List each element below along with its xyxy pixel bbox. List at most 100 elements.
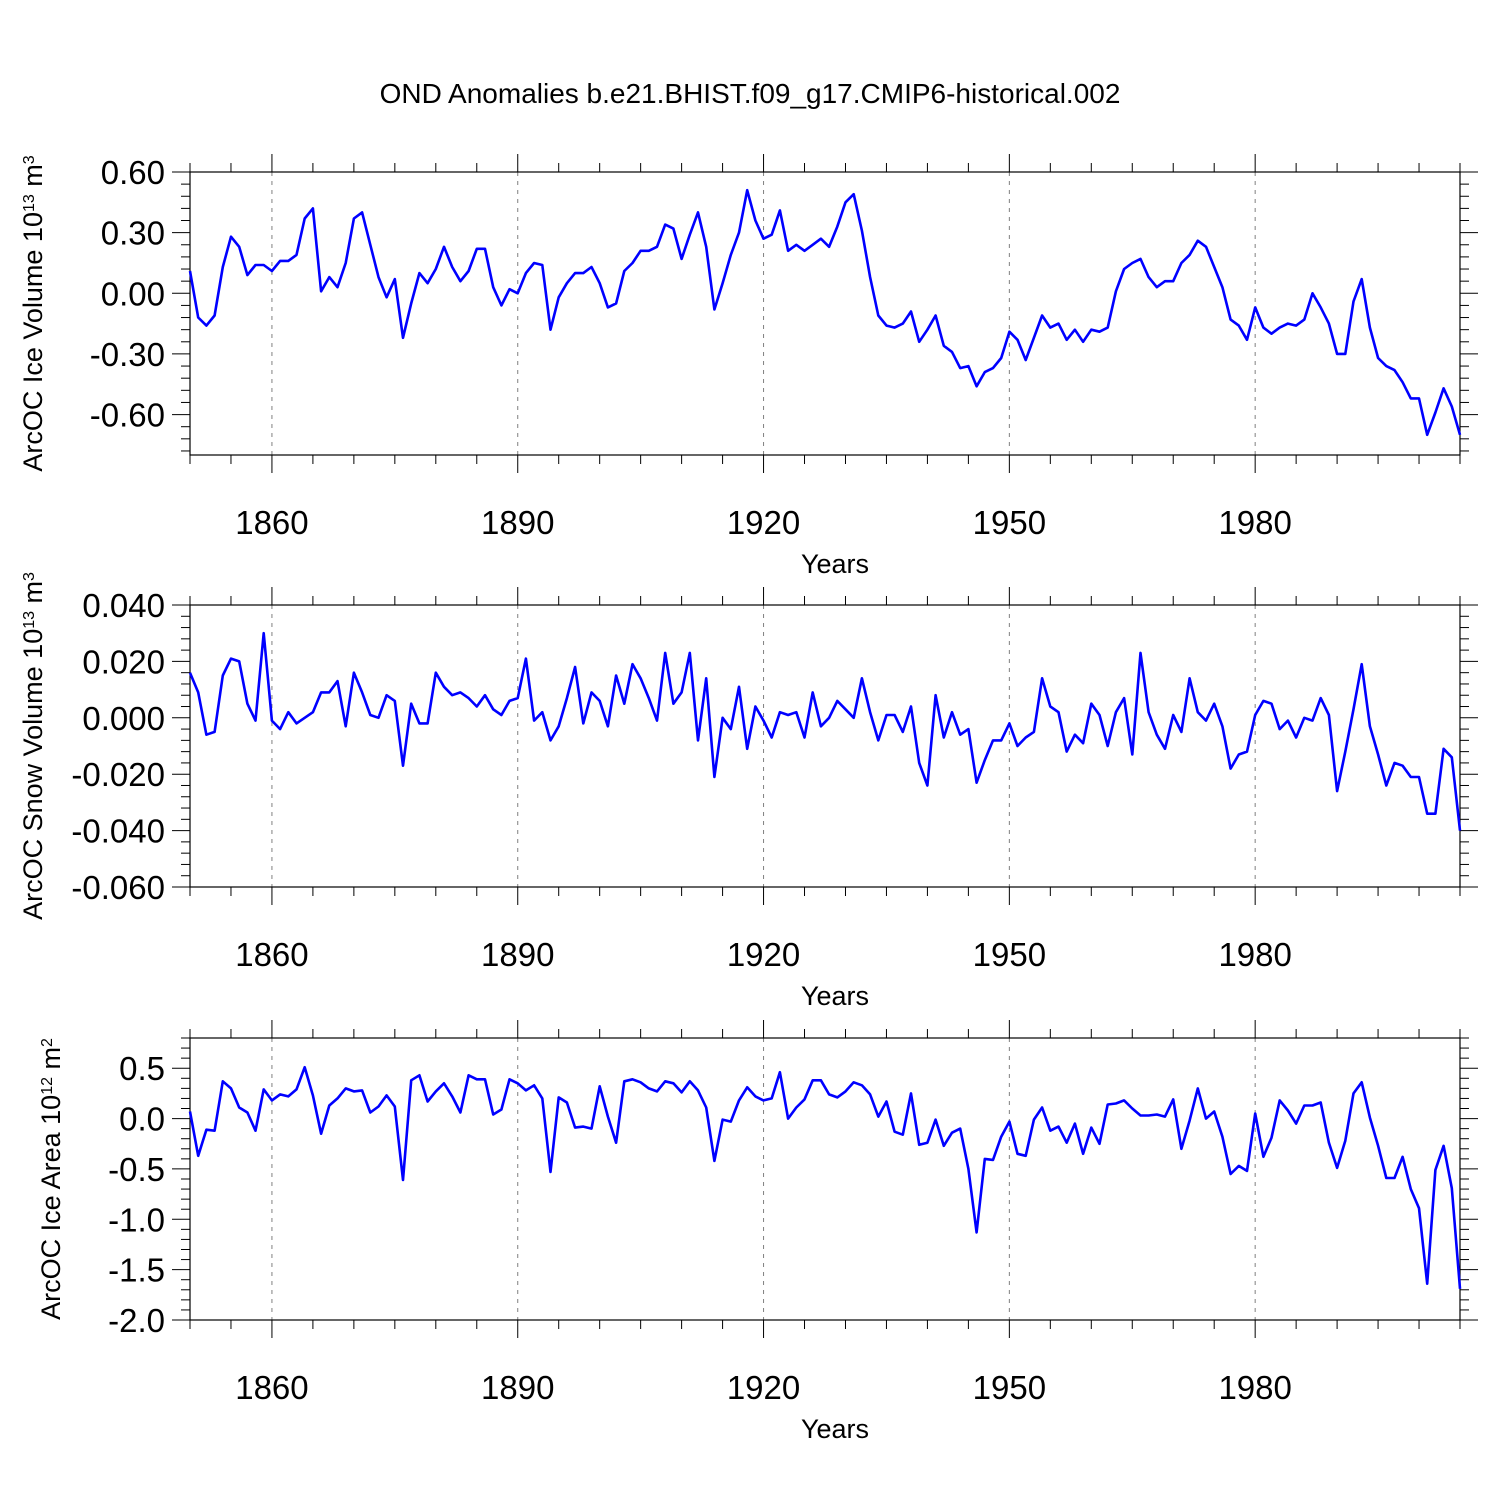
data-point — [1082, 742, 1084, 744]
x-axis-title: Years — [801, 1414, 869, 1444]
x-axis-title: Years — [801, 549, 869, 579]
data-point — [459, 691, 461, 693]
y-axis-title: ArcOC Ice Area 1012 m2 — [36, 1038, 66, 1320]
data-point — [623, 270, 625, 272]
data-point — [779, 209, 781, 211]
data-point — [271, 719, 273, 721]
data-point — [631, 663, 633, 665]
data-point — [1074, 328, 1076, 330]
y-tick-label: 0.60 — [101, 154, 165, 191]
data-point — [263, 264, 265, 266]
data-point — [607, 306, 609, 308]
data-point — [1393, 369, 1395, 371]
data-point — [435, 671, 437, 673]
data-point — [1213, 703, 1215, 705]
data-point — [1410, 776, 1412, 778]
data-point — [1066, 339, 1068, 341]
data-point — [549, 739, 551, 741]
data-point — [779, 1071, 781, 1073]
data-point — [910, 310, 912, 312]
data-point — [787, 1117, 789, 1119]
chart-panel-2: 0.040 0.020 0.000 -0.020 -0.040 -0.060 1860 189… — [18, 572, 1478, 1011]
data-point — [1123, 1099, 1125, 1101]
data-point — [1049, 326, 1051, 328]
data-point — [263, 632, 265, 634]
data-point — [459, 280, 461, 282]
data-point — [713, 308, 715, 310]
data-point — [246, 703, 248, 705]
data-point — [598, 700, 600, 702]
data-point — [877, 739, 879, 741]
data-point — [238, 1106, 240, 1108]
data-point — [1000, 357, 1002, 359]
data-point — [1033, 1118, 1035, 1120]
data-point — [992, 739, 994, 741]
data-point — [287, 711, 289, 713]
data-point — [1106, 745, 1108, 747]
data-point — [582, 272, 584, 274]
data-point — [1123, 268, 1125, 270]
data-point — [1360, 278, 1362, 280]
data-point — [287, 1095, 289, 1097]
data-point — [443, 686, 445, 688]
data-point — [312, 207, 314, 209]
data-point — [1131, 262, 1133, 264]
data-point — [1180, 731, 1182, 733]
data-point — [1434, 812, 1436, 814]
data-point — [869, 1093, 871, 1095]
data-point — [320, 290, 322, 292]
data-point — [1287, 322, 1289, 324]
y-axis-title: ArcOC Ice Volume 1013 m3 — [18, 155, 48, 471]
data-point — [844, 201, 846, 203]
data-point — [926, 328, 928, 330]
data-point — [836, 700, 838, 702]
x-tick-label: 1890 — [481, 936, 554, 973]
data-point — [664, 223, 666, 225]
data-point — [885, 324, 887, 326]
data-point — [861, 677, 863, 679]
data-point — [779, 711, 781, 713]
data-point — [852, 193, 854, 195]
data-point — [803, 1098, 805, 1100]
data-point — [1172, 1098, 1174, 1100]
data-point — [1426, 1283, 1428, 1285]
data-point — [1303, 318, 1305, 320]
data-point — [1238, 324, 1240, 326]
data-point — [517, 1082, 519, 1084]
data-point — [222, 674, 224, 676]
data-point — [1066, 750, 1068, 752]
data-point — [320, 691, 322, 693]
data-point — [1311, 719, 1313, 721]
y-tick-label: -2.0 — [108, 1302, 165, 1339]
data-point — [304, 717, 306, 719]
data-point — [852, 717, 854, 719]
data-point — [836, 225, 838, 227]
data-point — [1352, 708, 1354, 710]
data-point — [1279, 1099, 1281, 1101]
data-point — [1360, 1081, 1362, 1083]
data-point — [312, 711, 314, 713]
data-point — [1213, 1110, 1215, 1112]
data-point — [1156, 286, 1158, 288]
data-point — [1156, 734, 1158, 736]
data-point — [549, 328, 551, 330]
data-point — [893, 1130, 895, 1132]
data-point — [213, 731, 215, 733]
data-point — [1016, 1153, 1018, 1155]
data-point — [246, 274, 248, 276]
data-point — [279, 728, 281, 730]
data-point — [353, 217, 355, 219]
data-point — [697, 739, 699, 741]
data-point — [902, 731, 904, 733]
data-point — [451, 1095, 453, 1097]
data-point — [1090, 703, 1092, 705]
data-point — [435, 1090, 437, 1092]
data-point — [902, 322, 904, 324]
data-point — [394, 700, 396, 702]
data-point — [1238, 753, 1240, 755]
data-point — [508, 700, 510, 702]
data-point — [828, 1093, 830, 1095]
data-point — [541, 1097, 543, 1099]
figure-title: OND Anomalies b.e21.BHIST.f09_g17.CMIP6-… — [379, 78, 1121, 109]
